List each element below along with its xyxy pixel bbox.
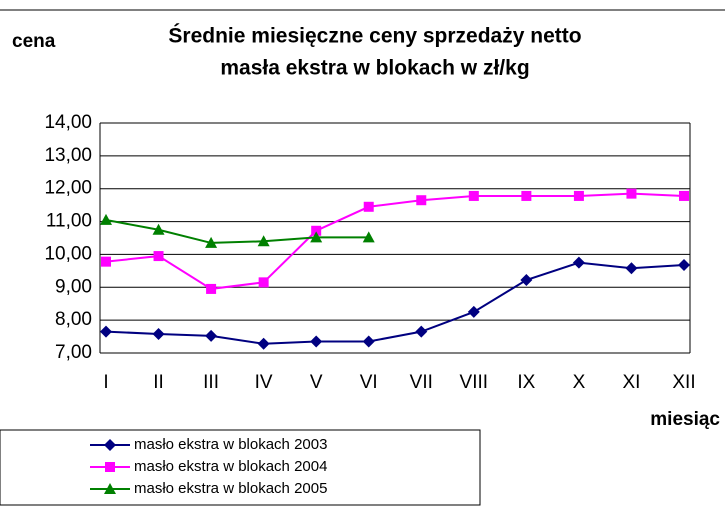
point bbox=[468, 190, 479, 201]
point bbox=[152, 327, 165, 340]
point bbox=[100, 213, 112, 225]
x-tick-label: X bbox=[573, 372, 586, 393]
y-tick-label: 13,00 bbox=[44, 145, 92, 166]
y-tick-label: 9,00 bbox=[55, 276, 92, 297]
y-tick-label: 10,00 bbox=[44, 243, 92, 264]
y-tick-label: 7,00 bbox=[55, 342, 92, 363]
point bbox=[626, 188, 637, 199]
point bbox=[105, 462, 115, 472]
point bbox=[362, 231, 375, 243]
x-tick-label: XII bbox=[672, 372, 695, 393]
point bbox=[206, 283, 217, 294]
legend-label: masło ekstra w blokach 2004 bbox=[134, 458, 327, 475]
point bbox=[153, 251, 164, 262]
x-tick-label: VI bbox=[360, 372, 378, 393]
point bbox=[520, 274, 533, 287]
x-axis-label: miesiąc bbox=[650, 409, 720, 430]
point bbox=[678, 258, 690, 271]
point bbox=[310, 231, 323, 243]
x-tick-label: XI bbox=[622, 372, 640, 393]
x-tick-label: V bbox=[310, 372, 323, 393]
y-axis-label: cena bbox=[12, 31, 56, 52]
point bbox=[101, 256, 111, 267]
point bbox=[362, 335, 375, 348]
point bbox=[416, 195, 427, 206]
x-tick-label: II bbox=[153, 372, 164, 393]
x-tick-label: I bbox=[103, 372, 108, 393]
x-tick-label: III bbox=[203, 372, 219, 393]
y-tick-label: 11,00 bbox=[46, 211, 92, 232]
y-tick-label: 14,00 bbox=[44, 112, 92, 133]
point bbox=[625, 262, 638, 275]
series-line bbox=[105, 218, 369, 244]
point bbox=[572, 256, 585, 269]
point bbox=[100, 325, 112, 338]
y-tick-label: 12,00 bbox=[44, 178, 92, 199]
point bbox=[205, 236, 218, 248]
point bbox=[363, 201, 374, 212]
legend-box bbox=[0, 429, 481, 506]
point bbox=[311, 225, 322, 236]
chart-subtitle: masła ekstra w blokach w zł/kg bbox=[220, 57, 529, 80]
y-tick-label: 8,00 bbox=[55, 309, 92, 330]
point bbox=[573, 190, 584, 201]
series-line bbox=[105, 192, 685, 290]
point bbox=[310, 335, 323, 348]
point bbox=[205, 329, 218, 342]
point bbox=[152, 223, 165, 235]
point bbox=[104, 483, 116, 494]
point bbox=[679, 190, 689, 201]
point bbox=[104, 439, 116, 451]
x-tick-label: VIII bbox=[460, 372, 489, 393]
x-tick-label: IX bbox=[517, 372, 535, 393]
x-tick-label: IV bbox=[255, 372, 273, 393]
legend-label: masło ekstra w blokach 2003 bbox=[134, 436, 327, 453]
point bbox=[467, 305, 480, 318]
point bbox=[521, 190, 532, 201]
point bbox=[258, 277, 269, 288]
series-line bbox=[105, 261, 685, 345]
x-tick-label: VII bbox=[410, 372, 433, 393]
point bbox=[257, 235, 270, 247]
point bbox=[415, 325, 428, 338]
point bbox=[257, 337, 270, 350]
legend-label: masło ekstra w blokach 2005 bbox=[134, 480, 327, 497]
chart-title: Średnie miesięczne ceny sprzedaży netto bbox=[168, 24, 581, 48]
